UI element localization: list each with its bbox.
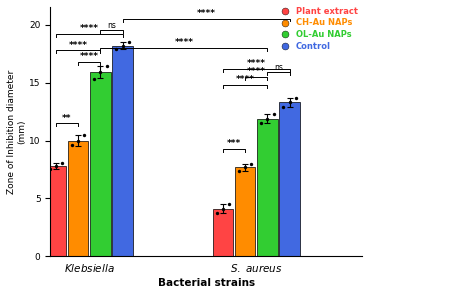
Text: ***: ***	[227, 139, 241, 148]
Point	[125, 40, 133, 45]
Text: ****: ****	[69, 41, 88, 50]
Point	[103, 64, 111, 69]
Point	[52, 164, 60, 168]
Text: ****: ****	[247, 67, 266, 76]
Bar	[113, 45, 133, 256]
Point	[270, 112, 277, 116]
Point	[58, 160, 66, 165]
Point	[225, 202, 233, 206]
Point	[257, 121, 265, 125]
Point	[280, 104, 287, 109]
Bar	[213, 209, 233, 256]
Point	[263, 116, 271, 121]
Point	[286, 100, 293, 105]
Text: **: **	[62, 114, 72, 122]
Text: ns: ns	[107, 21, 116, 30]
Text: ****: ****	[80, 24, 99, 33]
Point	[235, 168, 243, 173]
Point	[96, 70, 104, 75]
Bar	[235, 167, 255, 256]
Point	[74, 138, 82, 143]
Point	[113, 47, 120, 51]
Bar	[257, 119, 278, 256]
Point	[80, 132, 88, 137]
Bar	[46, 166, 66, 256]
Text: ****: ****	[247, 59, 266, 68]
Point	[68, 143, 76, 148]
Point	[213, 211, 220, 216]
Point	[119, 43, 126, 48]
Point	[241, 165, 249, 170]
Text: ****: ****	[80, 52, 99, 61]
Bar	[90, 72, 111, 256]
Point	[292, 95, 300, 100]
Point	[219, 206, 227, 211]
Bar	[68, 140, 88, 256]
Point	[90, 77, 98, 81]
X-axis label: Bacterial strains: Bacterial strains	[158, 278, 255, 288]
Point	[247, 161, 255, 166]
Text: ****: ****	[175, 38, 193, 47]
Text: ns: ns	[274, 63, 283, 72]
Point	[46, 167, 53, 172]
Y-axis label: Zone of Inhibition diameter
(mm): Zone of Inhibition diameter (mm)	[7, 70, 26, 194]
Text: ****: ****	[236, 75, 254, 84]
Text: ****: ****	[197, 9, 216, 18]
Legend: Plant extract, CH-Au NAPs, OL-Au NAPs, Control: Plant extract, CH-Au NAPs, OL-Au NAPs, C…	[277, 6, 358, 51]
Bar	[280, 102, 300, 256]
